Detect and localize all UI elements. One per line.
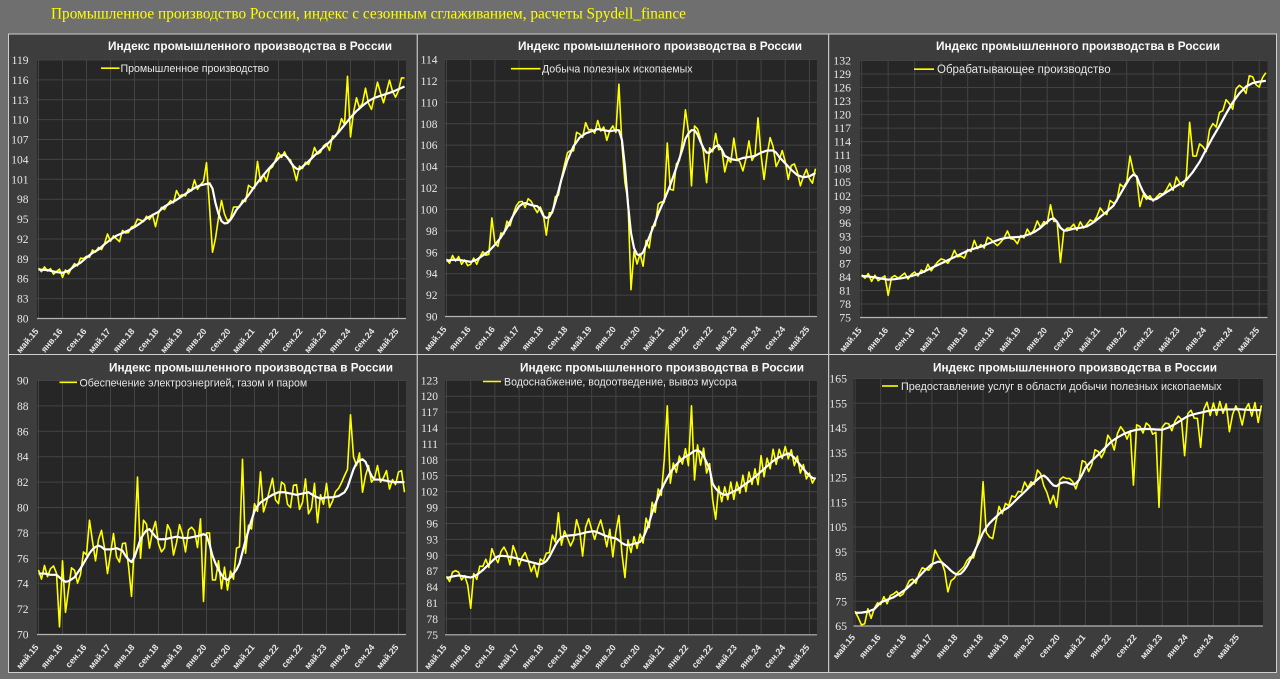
svg-text:98: 98 bbox=[426, 226, 438, 238]
svg-text:Обеспечение электроэнергией, г: Обеспечение электроэнергией, газом и пар… bbox=[80, 377, 308, 389]
svg-text:Индекс промышленного производс: Индекс промышленного производства в Росс… bbox=[933, 361, 1217, 375]
svg-text:84: 84 bbox=[427, 582, 439, 594]
svg-text:86: 86 bbox=[17, 426, 29, 438]
svg-text:111: 111 bbox=[422, 439, 439, 451]
svg-text:120: 120 bbox=[421, 391, 439, 403]
svg-text:120: 120 bbox=[833, 108, 851, 122]
svg-text:96: 96 bbox=[426, 247, 438, 259]
svg-text:84: 84 bbox=[839, 270, 851, 284]
svg-text:96: 96 bbox=[427, 518, 439, 530]
svg-text:Индекс промышленного производс: Индекс промышленного производства в Росс… bbox=[109, 361, 393, 375]
svg-text:81: 81 bbox=[427, 598, 439, 610]
svg-text:99: 99 bbox=[839, 202, 851, 216]
svg-text:92: 92 bbox=[17, 234, 29, 246]
svg-text:114: 114 bbox=[421, 55, 438, 67]
svg-text:145: 145 bbox=[829, 421, 847, 435]
svg-text:101: 101 bbox=[11, 174, 29, 186]
svg-text:123: 123 bbox=[421, 375, 439, 387]
svg-text:76: 76 bbox=[17, 553, 29, 565]
svg-text:117: 117 bbox=[421, 407, 438, 419]
svg-text:116: 116 bbox=[12, 75, 29, 87]
svg-text:78: 78 bbox=[427, 614, 439, 626]
svg-text:108: 108 bbox=[420, 119, 438, 131]
svg-text:Предоставление услуг в области: Предоставление услуг в области добычи по… bbox=[901, 381, 1222, 393]
svg-text:119: 119 bbox=[12, 55, 29, 67]
svg-text:102: 102 bbox=[420, 183, 438, 195]
svg-text:102: 102 bbox=[833, 189, 851, 203]
svg-text:83: 83 bbox=[17, 294, 29, 306]
svg-text:105: 105 bbox=[421, 471, 439, 483]
svg-text:100: 100 bbox=[420, 204, 438, 216]
svg-text:108: 108 bbox=[833, 162, 851, 176]
svg-text:80: 80 bbox=[17, 503, 29, 515]
svg-text:98: 98 bbox=[17, 194, 29, 206]
svg-text:86: 86 bbox=[17, 274, 29, 286]
svg-text:135: 135 bbox=[829, 446, 847, 460]
svg-text:75: 75 bbox=[427, 630, 439, 642]
svg-text:111: 111 bbox=[834, 148, 851, 162]
svg-text:114: 114 bbox=[834, 135, 851, 149]
svg-text:110: 110 bbox=[421, 97, 438, 109]
svg-text:115: 115 bbox=[830, 495, 847, 509]
svg-text:117: 117 bbox=[834, 121, 851, 135]
svg-text:80: 80 bbox=[17, 314, 29, 326]
svg-text:Добыча полезных ископаемых: Добыча полезных ископаемых bbox=[542, 64, 693, 76]
svg-text:88: 88 bbox=[17, 401, 29, 413]
svg-text:92: 92 bbox=[426, 290, 438, 302]
svg-text:104: 104 bbox=[420, 162, 438, 174]
svg-text:108: 108 bbox=[421, 455, 439, 467]
svg-text:Водоснабжение, водоотведение,: Водоснабжение, водоотведение, вывоз мусо… bbox=[504, 377, 737, 389]
svg-text:82: 82 bbox=[17, 477, 29, 489]
svg-text:107: 107 bbox=[11, 135, 29, 147]
svg-text:95: 95 bbox=[835, 545, 847, 559]
svg-text:112: 112 bbox=[421, 76, 438, 88]
svg-text:Индекс промышленного производс: Индекс промышленного производства в Росс… bbox=[936, 39, 1220, 53]
svg-text:Индекс промышленного производс: Индекс промышленного производства в Росс… bbox=[108, 39, 392, 53]
svg-text:106: 106 bbox=[420, 140, 438, 152]
svg-text:65: 65 bbox=[835, 619, 847, 633]
svg-text:74: 74 bbox=[17, 579, 29, 591]
svg-text:132: 132 bbox=[833, 54, 851, 68]
svg-text:87: 87 bbox=[427, 566, 439, 578]
svg-text:84: 84 bbox=[17, 452, 29, 464]
svg-text:75: 75 bbox=[839, 311, 851, 325]
svg-text:70: 70 bbox=[17, 630, 29, 642]
svg-text:89: 89 bbox=[17, 254, 29, 266]
svg-text:99: 99 bbox=[427, 503, 439, 515]
svg-text:Индекс промышленного производс: Индекс промышленного производства в Росс… bbox=[518, 39, 802, 53]
svg-text:90: 90 bbox=[839, 243, 851, 257]
svg-text:104: 104 bbox=[11, 154, 29, 166]
svg-text:126: 126 bbox=[833, 81, 851, 95]
svg-text:95: 95 bbox=[17, 214, 29, 226]
svg-text:105: 105 bbox=[829, 520, 847, 534]
svg-text:110: 110 bbox=[12, 115, 29, 127]
svg-text:102: 102 bbox=[421, 487, 439, 499]
svg-text:114: 114 bbox=[421, 423, 438, 435]
svg-text:93: 93 bbox=[839, 229, 851, 243]
svg-text:90: 90 bbox=[427, 550, 439, 562]
svg-text:155: 155 bbox=[829, 396, 847, 410]
svg-text:90: 90 bbox=[426, 312, 438, 324]
svg-text:75: 75 bbox=[835, 594, 847, 608]
svg-text:Обрабатывающее производство: Обрабатывающее производство bbox=[937, 64, 1111, 76]
svg-text:78: 78 bbox=[839, 297, 851, 311]
svg-text:90: 90 bbox=[17, 376, 29, 388]
svg-text:123: 123 bbox=[833, 94, 851, 108]
svg-text:94: 94 bbox=[426, 269, 438, 281]
svg-text:165: 165 bbox=[829, 372, 847, 386]
svg-text:Промышленное производство Росс: Промышленное производство России, индекс… bbox=[51, 6, 686, 23]
svg-text:113: 113 bbox=[12, 95, 29, 107]
svg-text:125: 125 bbox=[829, 471, 847, 485]
svg-text:129: 129 bbox=[833, 67, 851, 81]
svg-text:93: 93 bbox=[427, 534, 439, 546]
svg-text:81: 81 bbox=[839, 283, 851, 297]
svg-text:78: 78 bbox=[17, 528, 29, 540]
svg-text:72: 72 bbox=[17, 604, 29, 616]
svg-text:Индекс промышленного производс: Индекс промышленного производства в Росс… bbox=[520, 361, 804, 375]
svg-text:Промышленное производство: Промышленное производство bbox=[121, 63, 270, 75]
svg-text:105: 105 bbox=[833, 175, 851, 189]
svg-text:85: 85 bbox=[835, 570, 847, 584]
svg-text:87: 87 bbox=[839, 256, 851, 270]
svg-text:96: 96 bbox=[839, 216, 851, 230]
